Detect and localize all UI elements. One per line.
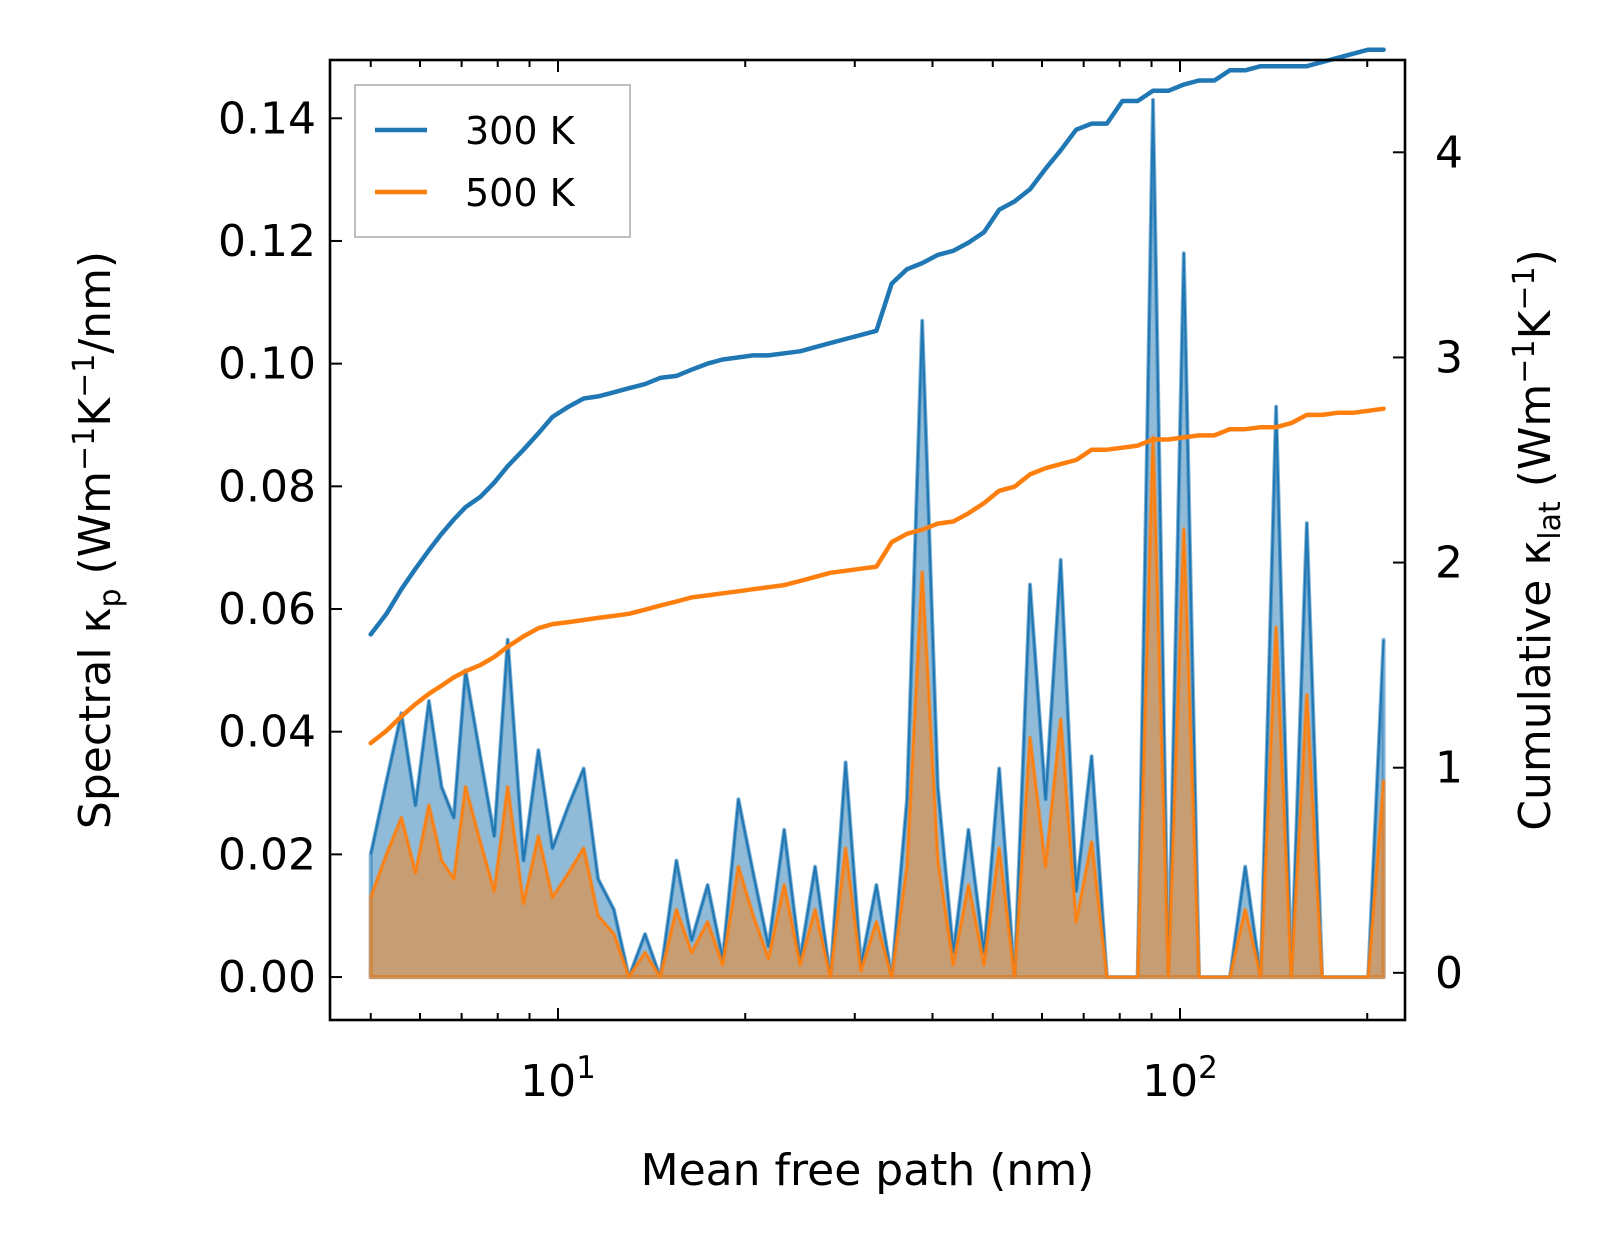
labels-layer: 101 102 0.00 0.02 0.04 0.06 0.08 0.10 0.12 0.14 0 1… [67,93,1568,1196]
y-left-tick-label: 0.06 [218,584,316,635]
y-left-tick-label: 0.04 [218,707,316,758]
plot-layer [368,47,1386,980]
legend-box [354,84,631,238]
cumulative-line-500k [368,406,1386,746]
x-tick-label: 102 [1142,1050,1218,1107]
legend-label: 300 K [465,109,576,153]
y-left-axis-title: Spectral κp (Wm−1K−1/nm) [67,251,128,829]
legend: 300 K 500 K [354,84,631,238]
y-right-tick-label: 4 [1435,127,1463,178]
y-left-tick-label: 0.02 [218,829,316,880]
y-left-tick-label: 0.08 [218,461,316,512]
y-right-tick-label: 1 [1435,743,1463,794]
x-tick-label: 101 [520,1050,596,1107]
x-axis-title: Mean free path (nm) [641,1145,1095,1196]
y-right-axis-title: Cumulative κlat (Wm−1K−1) [1507,249,1568,831]
spectral-line-500k [369,436,1385,979]
y-right-tick-label: 0 [1435,948,1463,999]
y-left-tick-label: 0.14 [218,93,316,144]
plot-frame [328,58,1407,1022]
y-left-tick-label: 0.10 [218,339,316,390]
legend-label: 500 K [465,171,576,215]
y-right-tick-label: 2 [1435,538,1463,589]
y-left-tick-label: 0.12 [218,216,316,267]
cumulative-line-300k [368,47,1386,637]
y-right-tick-label: 3 [1435,332,1463,383]
y-left-tick-label: 0.00 [218,952,316,1003]
